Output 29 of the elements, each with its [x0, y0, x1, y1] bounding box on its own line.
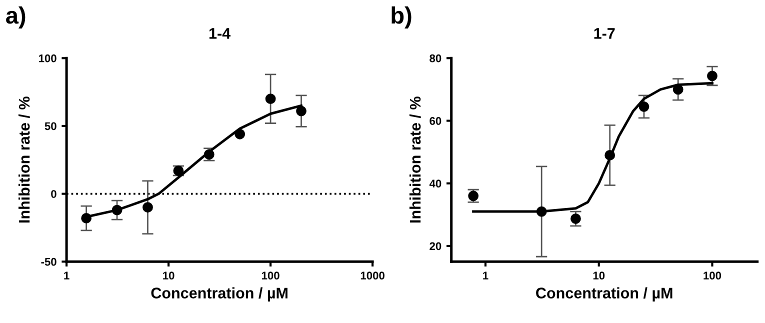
y-tick-label: 20 — [430, 242, 442, 250]
chart-title: 1-4 — [209, 28, 231, 39]
point — [265, 94, 276, 104]
x-tick-label: 100 — [704, 272, 722, 280]
y-tick-label: 40 — [429, 180, 442, 188]
point — [638, 101, 650, 112]
y-tick-label: 0 — [51, 190, 56, 198]
y-tick-label: -50 — [41, 258, 56, 266]
point — [296, 106, 306, 116]
y-axis-title: Inhibition rate / % — [409, 96, 421, 223]
x-tick-label: 1000 — [360, 272, 384, 280]
point — [142, 202, 153, 213]
point — [570, 214, 581, 224]
point — [707, 70, 718, 82]
y-tick-label: 50 — [44, 122, 56, 130]
x-tick-label: 10 — [593, 272, 605, 280]
x-tick-label: 100 — [262, 272, 280, 280]
y-tick-label: 60 — [430, 117, 442, 125]
y-axis-title: Inhibition rate / % — [18, 96, 30, 223]
text: b) — [392, 6, 412, 28]
text: a) — [6, 6, 26, 28]
x-axis-title: Concentration / µM — [536, 287, 672, 302]
chart-title: 1-7 — [594, 28, 615, 39]
x-tick-label: 1 — [64, 272, 70, 280]
x-axis-title: Concentration / µM — [151, 287, 288, 302]
x-tick-label: 10 — [163, 272, 174, 280]
y-tick-label: 100 — [38, 54, 56, 62]
y-tick-label: 80 — [430, 54, 442, 62]
x-tick-label: 1 — [483, 272, 488, 280]
